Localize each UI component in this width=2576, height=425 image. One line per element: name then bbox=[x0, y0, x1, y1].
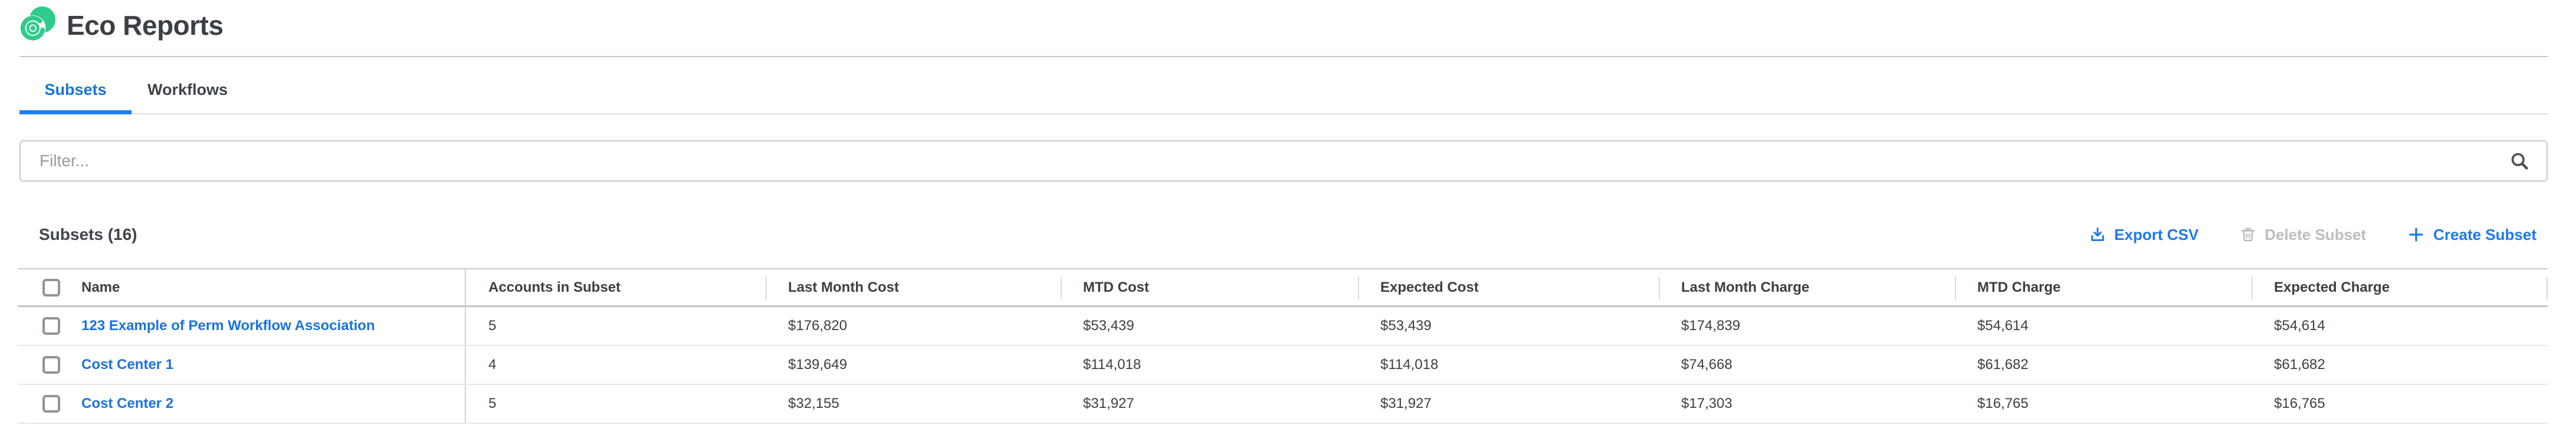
cell-mtd-cost: $53,439 bbox=[1083, 318, 1134, 334]
subsets-table: Name Accounts in Subset Last Month Cost … bbox=[18, 268, 2548, 424]
subsets-toolbar: Subsets (16) Export CSV Delete Sub bbox=[39, 219, 2536, 250]
trash-icon bbox=[2242, 228, 2255, 242]
tab-workflows[interactable]: Workflows bbox=[147, 80, 228, 98]
cell-last-month-charge: $17,303 bbox=[1681, 396, 1732, 411]
cell-name: 123 Example of Perm Workflow Association bbox=[18, 307, 466, 345]
cell-last-month-charge: $74,668 bbox=[1681, 357, 1732, 373]
cell-mtd-charge: $16,765 bbox=[1977, 396, 2029, 411]
header-mtd-cost: MTD Cost bbox=[1061, 269, 1358, 305]
cell-name: Cost Center 1 bbox=[18, 346, 466, 384]
subset-name-link[interactable]: Cost Center 1 bbox=[81, 357, 174, 373]
cell-accounts: 5 bbox=[488, 318, 497, 334]
header-accounts: Accounts in Subset bbox=[488, 279, 621, 295]
cell-last-month-cost: $32,155 bbox=[788, 396, 839, 411]
cell-last-month-charge: $174,839 bbox=[1681, 318, 1741, 334]
table-row: Cost Center 2 5 $32,155 $31,927 $31,927 … bbox=[18, 385, 2548, 424]
subsets-count-heading: Subsets (16) bbox=[39, 225, 137, 243]
create-subset-label: Create Subset bbox=[2433, 225, 2536, 243]
filter-box bbox=[19, 140, 2548, 182]
cell-expected-cost: $53,439 bbox=[1380, 318, 1432, 334]
cell-expected-charge: $16,765 bbox=[2274, 396, 2325, 411]
eco-logo-icon bbox=[19, 6, 55, 41]
table-row: Cost Center 1 4 $139,649 $114,018 $114,0… bbox=[18, 346, 2548, 385]
plus-icon bbox=[2409, 228, 2423, 242]
cell-last-month-cost: $139,649 bbox=[788, 357, 848, 373]
table-header-row: Name Accounts in Subset Last Month Cost … bbox=[18, 268, 2548, 307]
cell-last-month-cost: $176,820 bbox=[788, 318, 848, 334]
toolbar-actions: Export CSV Delete Subset Create Subset bbox=[2089, 226, 2536, 244]
cell-expected-cost: $31,927 bbox=[1380, 396, 1432, 411]
filter-input[interactable] bbox=[21, 141, 2509, 180]
header-expected-cost: Expected Cost bbox=[1358, 269, 1659, 305]
subset-name-link[interactable]: Cost Center 2 bbox=[81, 396, 174, 411]
export-csv-button[interactable]: Export CSV bbox=[2089, 226, 2198, 244]
cell-mtd-charge: $61,682 bbox=[1977, 357, 2029, 373]
row-checkbox[interactable] bbox=[42, 356, 60, 374]
cell-mtd-charge: $54,614 bbox=[1977, 318, 2029, 334]
tab-subsets[interactable]: Subsets bbox=[19, 66, 132, 114]
header-last-month-charge: Last Month Charge bbox=[1659, 269, 1955, 305]
create-subset-button[interactable]: Create Subset bbox=[2407, 226, 2536, 244]
cell-mtd-cost: $31,927 bbox=[1083, 396, 1134, 411]
delete-subset-button[interactable]: Delete Subset bbox=[2240, 226, 2366, 244]
table-row: 123 Example of Perm Workflow Association… bbox=[18, 307, 2548, 346]
download-icon bbox=[2091, 227, 2105, 241]
row-checkbox[interactable] bbox=[42, 395, 60, 413]
cell-accounts: 4 bbox=[488, 357, 497, 373]
page-title: Eco Reports bbox=[67, 10, 224, 41]
cell-expected-charge: $54,614 bbox=[2274, 318, 2325, 334]
header-name: Name bbox=[18, 269, 466, 305]
select-all-checkbox[interactable] bbox=[42, 278, 60, 296]
header-name-label: Name bbox=[81, 279, 120, 295]
cell-expected-charge: $61,682 bbox=[2274, 357, 2325, 373]
row-checkbox[interactable] bbox=[42, 317, 60, 335]
header-mtd-charge: MTD Charge bbox=[1955, 269, 2252, 305]
cell-expected-cost: $114,018 bbox=[1380, 357, 1439, 373]
header-last-month-cost: Last Month Cost bbox=[766, 269, 1061, 305]
subset-name-link[interactable]: 123 Example of Perm Workflow Association bbox=[81, 318, 375, 334]
header-divider bbox=[19, 56, 2548, 57]
search-icon bbox=[2511, 153, 2528, 170]
cell-mtd-cost: $114,018 bbox=[1083, 357, 1141, 373]
delete-subset-label: Delete Subset bbox=[2265, 225, 2367, 243]
header-expected-charge: Expected Charge bbox=[2252, 269, 2548, 305]
export-csv-label: Export CSV bbox=[2114, 225, 2199, 243]
cell-name: Cost Center 2 bbox=[18, 385, 466, 423]
cell-accounts: 5 bbox=[488, 396, 497, 411]
tabbar: Subsets Workflows bbox=[19, 66, 2548, 114]
